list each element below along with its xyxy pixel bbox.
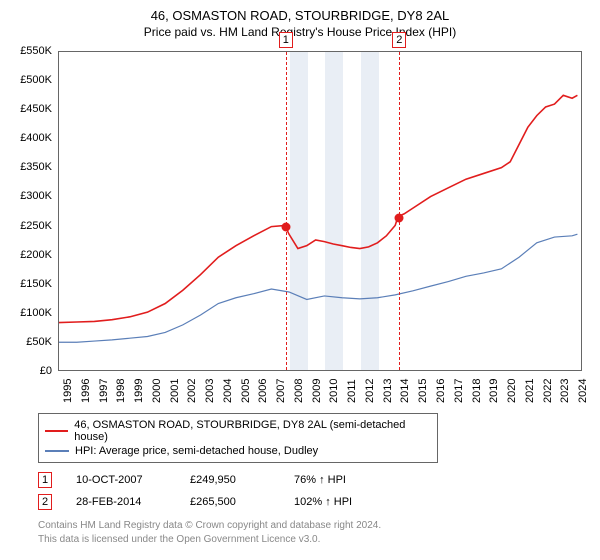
x-tick-label: 2010 (328, 379, 340, 403)
x-tick-label: 2013 (382, 379, 394, 403)
y-tick-label: £200K (8, 249, 52, 261)
x-tick-label: 2002 (186, 379, 198, 403)
event-date-2: 28-FEB-2014 (76, 496, 166, 508)
x-tick-label: 2000 (151, 379, 163, 403)
y-tick-label: £150K (8, 278, 52, 290)
x-tick-label: 1999 (133, 379, 145, 403)
event-price-1: £249,950 (190, 474, 270, 486)
footer: Contains HM Land Registry data © Crown c… (38, 519, 592, 546)
series-hpi (59, 234, 577, 342)
y-tick-label: £250K (8, 220, 52, 232)
x-tick-label: 1995 (62, 379, 74, 403)
x-tick-label: 2014 (399, 379, 411, 403)
event-rel-1: 76% ↑ HPI (294, 474, 346, 486)
marker-tag: 1 (279, 32, 293, 48)
y-tick-label: £100K (8, 307, 52, 319)
event-price-2: £265,500 (190, 496, 270, 508)
x-tick-label: 2015 (417, 379, 429, 403)
marker-dot (395, 213, 404, 222)
legend-label-2: HPI: Average price, semi-detached house,… (75, 445, 318, 457)
chart-title: 46, OSMASTON ROAD, STOURBRIDGE, DY8 2AL (8, 8, 592, 23)
marker-tag: 2 (392, 32, 406, 48)
x-tick-label: 2008 (293, 379, 305, 403)
x-tick-label: 1996 (80, 379, 92, 403)
y-tick-label: £0 (8, 365, 52, 377)
x-tick-label: 2001 (169, 379, 181, 403)
footer-line-1: Contains HM Land Registry data © Crown c… (38, 519, 592, 533)
x-tick-label: 2018 (471, 379, 483, 403)
x-tick-label: 2019 (488, 379, 500, 403)
y-tick-label: £500K (8, 74, 52, 86)
chart-subtitle: Price paid vs. HM Land Registry's House … (8, 25, 592, 39)
event-table: 1 10-OCT-2007 £249,950 76% ↑ HPI 2 28-FE… (38, 469, 592, 513)
event-tag-2: 2 (38, 494, 52, 510)
y-tick-label: £550K (8, 45, 52, 57)
x-tick-label: 2017 (453, 379, 465, 403)
legend-swatch-1 (45, 430, 68, 432)
y-tick-label: £300K (8, 190, 52, 202)
legend-label-1: 46, OSMASTON ROAD, STOURBRIDGE, DY8 2AL … (74, 419, 431, 443)
x-tick-label: 2009 (311, 379, 323, 403)
legend-row-1: 46, OSMASTON ROAD, STOURBRIDGE, DY8 2AL … (45, 418, 431, 444)
x-tick-label: 2016 (435, 379, 447, 403)
x-tick-label: 2005 (240, 379, 252, 403)
x-tick-label: 1998 (115, 379, 127, 403)
legend-swatch-2 (45, 450, 69, 452)
y-tick-label: £400K (8, 132, 52, 144)
event-row-2: 2 28-FEB-2014 £265,500 102% ↑ HPI (38, 491, 592, 513)
x-tick-label: 2022 (542, 379, 554, 403)
event-tag-1: 1 (38, 472, 52, 488)
chart-lines (59, 52, 581, 370)
legend: 46, OSMASTON ROAD, STOURBRIDGE, DY8 2AL … (38, 413, 438, 463)
x-tick-label: 2004 (222, 379, 234, 403)
marker-line (399, 52, 400, 370)
x-tick-label: 2024 (577, 379, 589, 403)
chart-area: 12 £0 £50K £100K £150K £200K £250K £300K £350K £… (8, 47, 588, 407)
x-tick-label: 2011 (346, 379, 358, 403)
plot-region: 12 (58, 51, 582, 371)
x-tick-label: 2007 (275, 379, 287, 403)
x-tick-label: 2003 (204, 379, 216, 403)
event-rel-2: 102% ↑ HPI (294, 496, 352, 508)
marker-dot (281, 222, 290, 231)
x-tick-label: 2012 (364, 379, 376, 403)
y-tick-label: £450K (8, 103, 52, 115)
x-tick-label: 2020 (506, 379, 518, 403)
event-date-1: 10-OCT-2007 (76, 474, 166, 486)
x-tick-label: 2006 (257, 379, 269, 403)
y-tick-label: £50K (8, 336, 52, 348)
x-tick-label: 1997 (98, 379, 110, 403)
y-tick-label: £350K (8, 161, 52, 173)
marker-line (286, 52, 287, 370)
x-tick-label: 2023 (559, 379, 571, 403)
legend-row-2: HPI: Average price, semi-detached house,… (45, 444, 431, 458)
footer-line-2: This data is licensed under the Open Gov… (38, 533, 592, 547)
series-price_paid (59, 95, 577, 322)
x-tick-label: 2021 (524, 379, 536, 403)
event-row-1: 1 10-OCT-2007 £249,950 76% ↑ HPI (38, 469, 592, 491)
